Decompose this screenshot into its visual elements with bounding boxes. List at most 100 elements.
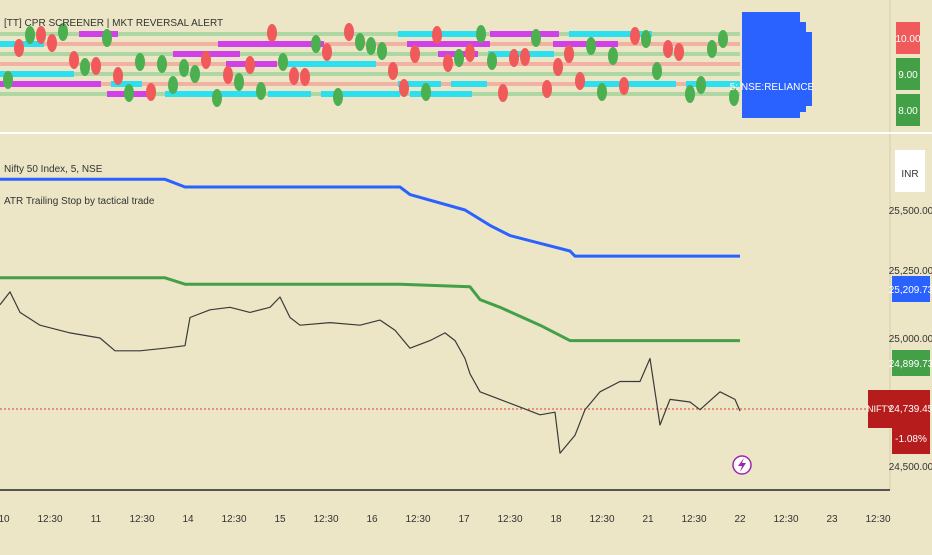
time-label: 23	[826, 514, 838, 525]
time-label: 12:30	[497, 514, 522, 525]
screener-segment	[451, 81, 487, 87]
screener-dot	[267, 24, 277, 42]
screener-dot	[36, 26, 46, 44]
time-label: 12:30	[865, 514, 890, 525]
time-label: 10	[0, 514, 10, 525]
upper-axis-tags: 10.00 9.00 8.00	[895, 22, 921, 126]
screener-dot	[575, 72, 585, 90]
screener-dot	[410, 45, 420, 63]
screener-segment	[218, 41, 324, 47]
screener-segment	[268, 91, 311, 97]
screener-dot	[553, 58, 563, 76]
screener-segment	[490, 31, 559, 37]
lightning-bolt-icon[interactable]	[732, 455, 752, 475]
screener-dot	[674, 43, 684, 61]
screener-segment	[686, 81, 740, 87]
screener-dot	[157, 55, 167, 73]
screener-dot	[685, 85, 695, 103]
time-label: 11	[91, 514, 102, 525]
nifty-price-line	[0, 291, 741, 454]
screener-dot	[333, 88, 343, 106]
series-layer	[0, 177, 741, 454]
screener-dots	[3, 23, 739, 107]
screener-dot	[201, 51, 211, 69]
screener-dot	[69, 51, 79, 69]
screener-dot	[25, 26, 35, 44]
time-label: 21	[642, 514, 654, 525]
screener-segment	[569, 31, 652, 37]
time-label: 22	[734, 514, 746, 525]
screener-dot	[300, 68, 310, 86]
screener-segment	[79, 31, 118, 37]
screener-dot	[245, 56, 255, 74]
time-label: 12:30	[405, 514, 430, 525]
screener-dot	[652, 62, 662, 80]
symbol-badge[interactable]: 5: NSE:RELIANCE	[730, 12, 815, 118]
screener-dot	[3, 71, 13, 89]
time-label: 18	[550, 514, 562, 525]
price-tag-value: 24,739.45	[889, 404, 932, 415]
screener-dot	[641, 30, 651, 48]
currency-box	[895, 150, 925, 192]
screener-dot	[465, 44, 475, 62]
green-stop-tag	[892, 350, 930, 376]
screener-dot	[729, 88, 739, 106]
screener-segment	[553, 41, 618, 47]
axis-tag-9	[896, 58, 920, 90]
screener-dot	[168, 76, 178, 94]
screener-dot	[135, 53, 145, 71]
screener-dot	[564, 45, 574, 63]
symbol-badge-label: 5: NSE:RELIANCE	[730, 82, 815, 93]
symbol-tag-label: NIFTY	[867, 404, 893, 414]
screener-dot	[311, 35, 321, 53]
green-stop-value: 24,899.73	[889, 359, 932, 370]
screener-dot	[399, 79, 409, 97]
axis-label-9: 9.00	[898, 70, 918, 81]
screener-dot	[498, 84, 508, 102]
symbol-tag	[868, 390, 892, 428]
atr-stop-green-line	[0, 276, 740, 343]
screener-dot	[344, 23, 354, 41]
screener-segment	[287, 61, 376, 67]
screener-dot	[80, 58, 90, 76]
screener-dot	[388, 62, 398, 80]
axis-tag-10	[896, 22, 920, 54]
screener-dot	[58, 23, 68, 41]
screener-dot	[509, 49, 519, 67]
screener-dot	[355, 33, 365, 51]
screener-segment	[0, 81, 101, 87]
screener-segment	[398, 81, 441, 87]
screener-dot	[47, 34, 57, 52]
price-label-25000: 25,000.00	[889, 334, 932, 345]
screener-dot	[91, 57, 101, 75]
screener-dot	[102, 29, 112, 47]
time-label: 12:30	[37, 514, 62, 525]
screener-dot	[432, 26, 442, 44]
screener-segment	[0, 71, 74, 77]
screener-dot	[487, 52, 497, 70]
screener-row-line	[0, 72, 740, 76]
time-label: 17	[458, 514, 470, 525]
screener-segment	[321, 91, 400, 97]
screener-dot	[256, 82, 266, 100]
atr-stop-blue-line	[0, 177, 740, 258]
screener-dot	[476, 25, 486, 43]
symbol-title: Nifty 50 Index, 5, NSE	[4, 164, 103, 175]
screener-row-line	[0, 32, 740, 36]
screener-dot	[289, 67, 299, 85]
screener-dot	[14, 39, 24, 57]
blue-stop-value: 25,209.73	[889, 285, 932, 296]
blue-stop-tag	[892, 276, 930, 302]
time-label: 12:30	[773, 514, 798, 525]
screener-segment	[111, 81, 142, 87]
time-label: 15	[274, 514, 286, 525]
time-label: 16	[366, 514, 378, 525]
atr-indicator-title: ATR Trailing Stop by tactical trade	[4, 196, 155, 207]
screener-dot	[190, 65, 200, 83]
axis-label-8: 8.00	[898, 106, 918, 117]
screener-dot	[278, 53, 288, 71]
screener-dot	[443, 54, 453, 72]
time-label: 12:30	[313, 514, 338, 525]
